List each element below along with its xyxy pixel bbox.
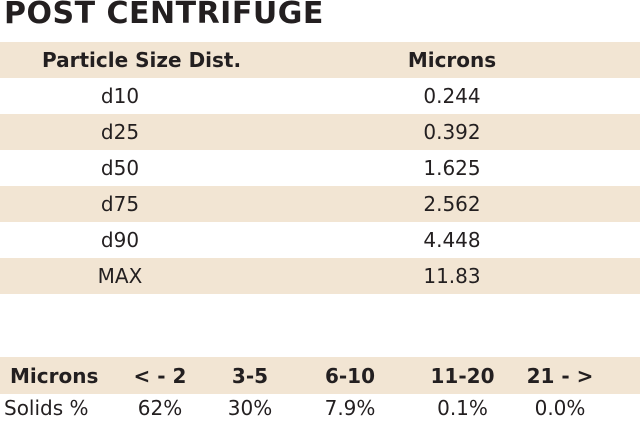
table-cell: < - 2	[133, 363, 187, 388]
table-row: d50 1.625	[0, 150, 640, 186]
table-cell: 11-20	[430, 363, 495, 388]
table-row: d75 2.562	[0, 186, 640, 222]
table-cell: d90	[100, 228, 140, 252]
header-row: Particle Size Dist. Microns	[0, 42, 640, 78]
table-cell: 7.9%	[324, 396, 376, 420]
table-cell: 0.244	[423, 84, 481, 108]
table-cell: Microns	[10, 363, 99, 388]
table-cell: 4.448	[423, 228, 481, 252]
table-cell: 2.562	[423, 192, 481, 216]
header-row: Microns < - 2 3-5 6-10 11-20 21 - >	[0, 357, 640, 394]
table-cell: 1.625	[423, 156, 481, 180]
table-cell: d10	[100, 84, 140, 108]
table-cell: Microns	[407, 48, 497, 72]
table-cell: 0.392	[423, 120, 481, 144]
table-row: d90 4.448	[0, 222, 640, 258]
table-cell: d75	[100, 192, 140, 216]
page-title: POST CENTRIFUGE	[4, 0, 324, 31]
table-cell: d25	[100, 120, 140, 144]
table-row: d25 0.392	[0, 114, 640, 150]
table-cell: MAX	[97, 264, 143, 288]
table-cell: 0.0%	[534, 396, 586, 420]
table-cell: 6-10	[324, 363, 376, 388]
table-row: MAX 11.83	[0, 258, 640, 294]
table-row: d10 0.244	[0, 78, 640, 114]
table-cell: Solids %	[4, 396, 89, 420]
table-cell: d50	[100, 156, 140, 180]
table-cell: 0.1%	[437, 396, 488, 420]
table-cell: 21 - >	[526, 363, 594, 388]
table-cell: 30%	[227, 396, 273, 420]
table-cell: 3-5	[231, 363, 269, 388]
table-row: Solids % 62% 30% 7.9% 0.1% 0.0%	[0, 394, 640, 422]
table-cell: 62%	[137, 396, 183, 420]
table-cell: 11.83	[423, 264, 481, 288]
table-cell: Particle Size Dist.	[42, 48, 242, 72]
